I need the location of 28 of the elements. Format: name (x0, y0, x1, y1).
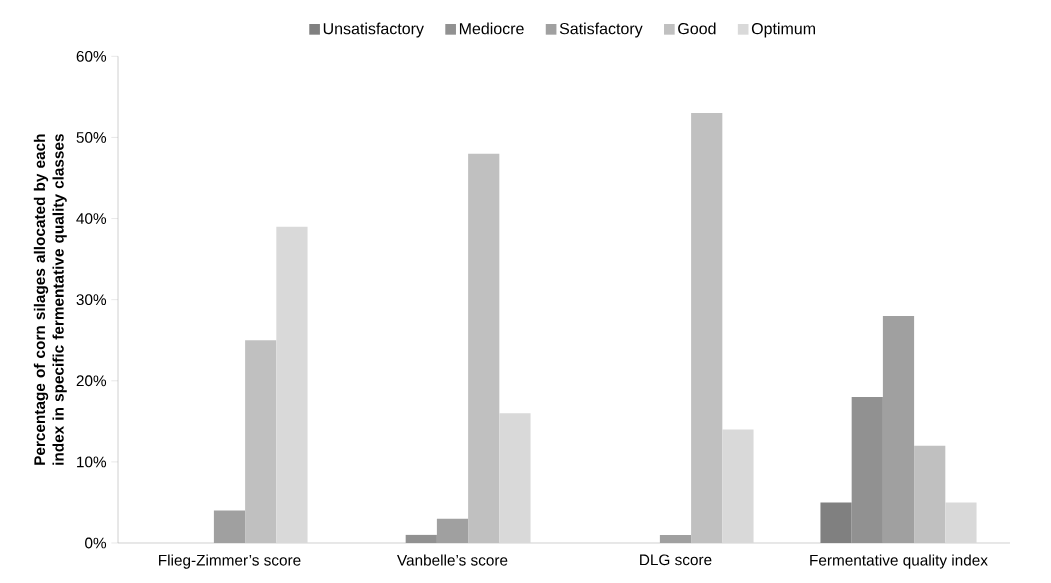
y-tick-label: 0% (85, 537, 107, 549)
bar (468, 153, 500, 543)
y-tick-label: 20% (76, 375, 107, 387)
x-tick-label: Fermentative quality index (810, 554, 988, 569)
x-tick-label: Vanbelle’s score (397, 554, 508, 566)
legend-label: Mediocre (459, 22, 524, 35)
bar (405, 534, 437, 543)
bar (851, 397, 883, 543)
legend-label: Optimum (751, 22, 815, 38)
y-tick-label: 60% (76, 50, 107, 62)
y-tick-label: 40% (76, 213, 107, 224)
legend-label: Satisfactory (559, 22, 643, 38)
y-tick-label: 30% (76, 294, 107, 306)
y-tick-label: 50% (76, 132, 107, 143)
bar (820, 502, 852, 543)
y-tick-label: 10% (77, 456, 107, 468)
bar (245, 340, 277, 543)
x-tick-label: DLG score (640, 554, 712, 566)
bar (499, 413, 531, 543)
y-axis-title: Percentage of corn silages allocated by each index in specific fermentative quality classes (33, 134, 67, 465)
bar (691, 113, 723, 543)
bar (945, 502, 977, 543)
legend-label: Unsatisfactory (323, 22, 424, 38)
bar (914, 445, 946, 543)
x-tick-label: Flieg-Zimmer’s score (159, 554, 301, 569)
bar (722, 429, 754, 543)
bar (276, 226, 308, 543)
legend-label: Good (678, 22, 716, 35)
